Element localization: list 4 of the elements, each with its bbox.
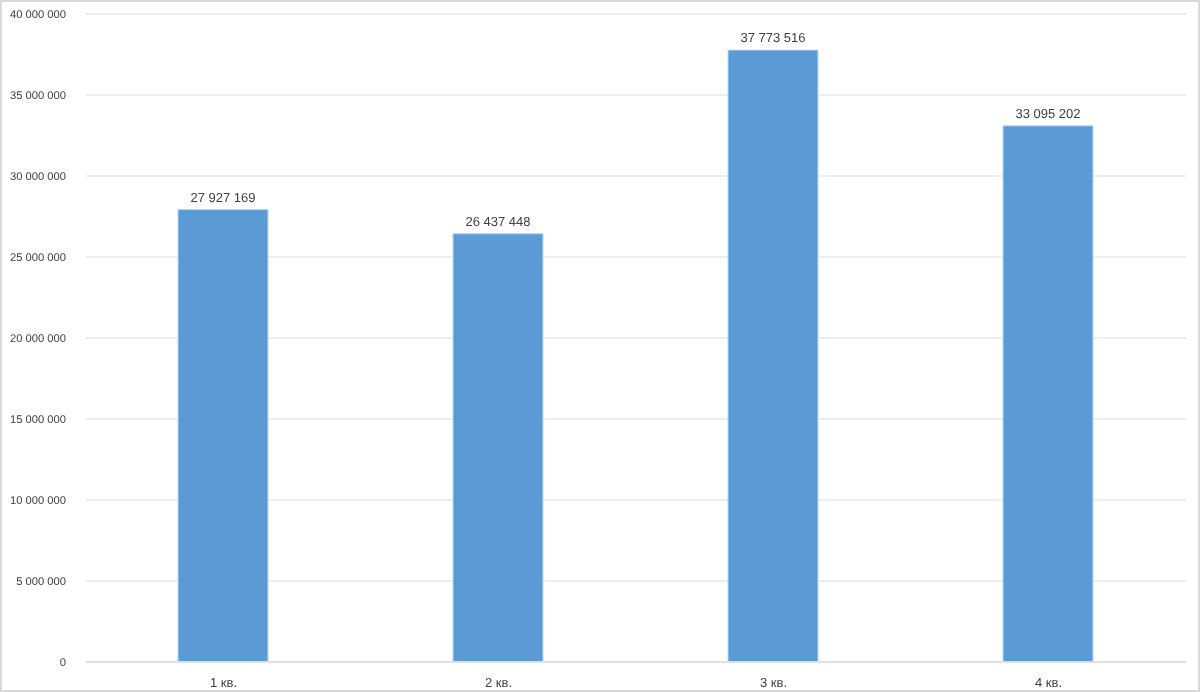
- bar: [1002, 125, 1094, 662]
- bar: [177, 209, 269, 662]
- bar: [727, 49, 819, 662]
- bar: [452, 233, 544, 662]
